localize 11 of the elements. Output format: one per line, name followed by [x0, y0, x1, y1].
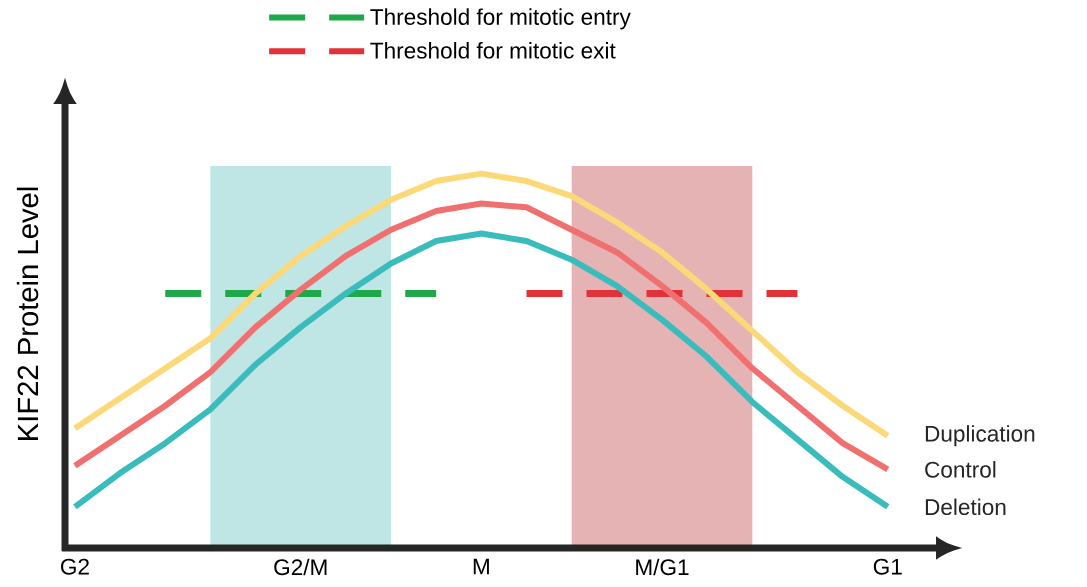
series-label: Control: [925, 461, 996, 478]
series-label: Deletion: [925, 498, 1006, 516]
legend-label: Threshold for mitotic entry: [370, 8, 631, 30]
y-axis-title: KIF22 Protein Level: [16, 187, 39, 440]
series-label: Duplication: [925, 425, 1035, 447]
x-tick-label: M: [473, 558, 489, 575]
x-tick-label: G1: [873, 558, 902, 575]
x-tick-label: G2/M: [274, 558, 327, 576]
x-tick-label: M/G1: [636, 558, 689, 576]
x-tick-label: G2: [61, 558, 89, 575]
legend-label: Threshold for mitotic exit: [370, 42, 616, 59]
